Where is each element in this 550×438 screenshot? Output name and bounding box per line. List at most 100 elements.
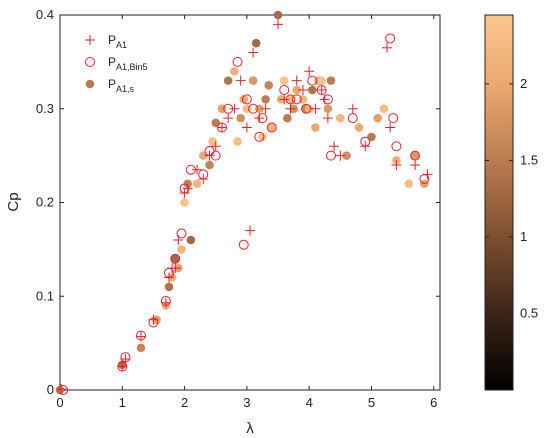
x-tick-label: 6 bbox=[430, 395, 437, 410]
colorbar-tick-label: 0.5 bbox=[520, 305, 538, 320]
colorbar-tick-label: 2 bbox=[520, 76, 527, 91]
plus-point bbox=[319, 94, 330, 105]
y-axis: 0 0.1 0.2 0.3 0.4 bbox=[36, 7, 440, 397]
filled-point bbox=[410, 151, 420, 160]
x-tick-label: 3 bbox=[243, 395, 250, 410]
x-tick-label: 5 bbox=[368, 395, 375, 410]
plus-point bbox=[347, 103, 358, 114]
filled-point bbox=[323, 104, 333, 114]
legend-circle-marker bbox=[85, 57, 95, 67]
colorbar-tick-label: 1.5 bbox=[520, 152, 538, 167]
x-tick-label: 4 bbox=[306, 395, 313, 410]
y-axis-label: Cp bbox=[5, 192, 22, 211]
filled-point bbox=[292, 85, 302, 95]
filled-point bbox=[248, 76, 258, 85]
plus-point bbox=[310, 103, 321, 114]
filled-point bbox=[261, 95, 270, 104]
filled-point bbox=[283, 113, 292, 123]
y-tick-label: 0.2 bbox=[36, 195, 54, 210]
plus-point bbox=[291, 75, 302, 86]
plus-point bbox=[245, 225, 255, 236]
plus-point bbox=[216, 122, 227, 133]
filled-point bbox=[336, 113, 345, 123]
plus-point bbox=[360, 141, 371, 152]
x-tick-label: 2 bbox=[181, 395, 188, 410]
circle-point bbox=[248, 103, 259, 114]
legend-entry-label: PA1,Bin5 bbox=[108, 55, 148, 72]
colorbar bbox=[484, 14, 514, 391]
filled-point bbox=[177, 245, 186, 254]
legend-filled-marker bbox=[85, 79, 95, 89]
plus-point bbox=[391, 160, 402, 170]
filled-point bbox=[180, 198, 189, 207]
colorbar-ticks: 0.5 1 1.5 2 bbox=[485, 76, 538, 320]
colorbar-tick-label: 1 bbox=[520, 229, 527, 244]
filled-point bbox=[170, 254, 180, 264]
circle-point bbox=[241, 94, 252, 105]
circle-point bbox=[391, 141, 402, 152]
legend-entry-subscript: A1,s bbox=[116, 84, 135, 94]
filled-point bbox=[342, 151, 351, 160]
plus-point bbox=[173, 235, 184, 245]
plus-point bbox=[204, 150, 215, 161]
filled-point bbox=[236, 113, 245, 123]
circle-point bbox=[266, 122, 277, 133]
plus-point bbox=[182, 183, 193, 194]
plus-point bbox=[248, 47, 259, 58]
legend-entry-base: P bbox=[108, 77, 116, 91]
filled-point bbox=[258, 132, 267, 142]
plus-point bbox=[410, 160, 421, 170]
legend-entry-label: PA1 bbox=[108, 33, 127, 50]
filled-point bbox=[233, 137, 242, 146]
filled-point bbox=[304, 104, 314, 114]
legend-entry-base: P bbox=[108, 55, 116, 69]
plus-point bbox=[229, 103, 240, 114]
y-tick-label: 0.3 bbox=[36, 101, 54, 116]
x-tick-label: 1 bbox=[119, 395, 126, 410]
plus-point bbox=[304, 66, 315, 77]
filled-point bbox=[279, 76, 289, 85]
filled-point bbox=[317, 76, 326, 85]
plus-point bbox=[382, 42, 393, 53]
legend-entry-base: P bbox=[108, 33, 116, 47]
plus-point bbox=[160, 297, 171, 308]
plus-point bbox=[329, 141, 340, 152]
plus-point bbox=[135, 331, 146, 342]
circle-point bbox=[307, 75, 318, 86]
legend-entry-subscript: A1 bbox=[116, 40, 127, 50]
circle-point bbox=[291, 94, 302, 105]
filled-point bbox=[211, 118, 221, 128]
plus-point bbox=[192, 164, 203, 175]
filled-point bbox=[267, 123, 277, 132]
filled-point bbox=[239, 95, 249, 104]
plus-point bbox=[164, 272, 175, 283]
filled-point bbox=[379, 104, 389, 114]
plus-point bbox=[316, 85, 327, 95]
plus-point bbox=[385, 122, 396, 133]
plus-point bbox=[120, 354, 131, 365]
filled-point bbox=[326, 76, 336, 85]
filled-point bbox=[192, 179, 202, 189]
plus-point bbox=[241, 122, 252, 133]
plus-point bbox=[422, 169, 433, 180]
plus-point bbox=[285, 103, 296, 114]
plus-point bbox=[260, 103, 271, 114]
x-axis-label: λ bbox=[246, 420, 254, 437]
filled-point bbox=[251, 38, 261, 48]
y-tick-label: 0.1 bbox=[36, 288, 54, 303]
plus-point bbox=[56, 384, 67, 395]
circle-point bbox=[176, 228, 187, 239]
filled-point bbox=[55, 385, 65, 395]
filled-point bbox=[404, 179, 414, 189]
plus-point bbox=[223, 113, 234, 124]
plus-point bbox=[198, 174, 209, 185]
legend-entry-subscript: A1,Bin5 bbox=[116, 62, 148, 72]
plus-point bbox=[210, 141, 221, 152]
filled-point bbox=[273, 10, 283, 20]
plus-point bbox=[85, 35, 95, 45]
y-tick-label: 0.4 bbox=[36, 7, 54, 22]
x-tick-label: 0 bbox=[56, 395, 63, 410]
filled-point bbox=[164, 282, 174, 292]
